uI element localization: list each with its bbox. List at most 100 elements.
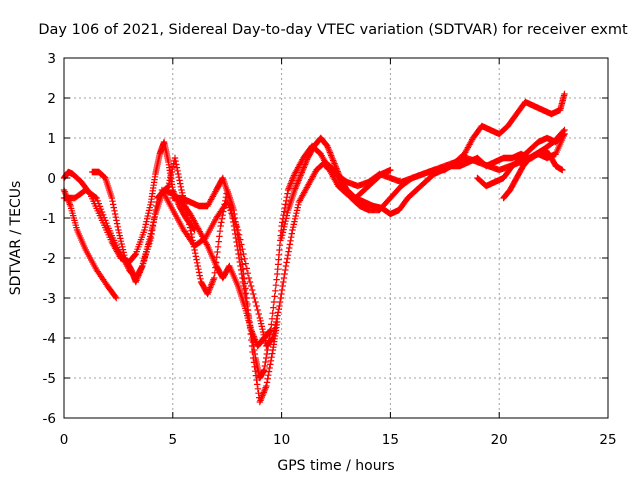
- data-point: [274, 309, 282, 316]
- data-point: [113, 220, 121, 227]
- data-point: [173, 164, 181, 171]
- data-point: [166, 177, 173, 184]
- x-tick-label: 20: [491, 432, 508, 448]
- data-point: [278, 234, 285, 242]
- x-tick-label: 0: [60, 432, 69, 448]
- data-point: [217, 222, 224, 230]
- data-point: [213, 254, 220, 261]
- data-point: [269, 310, 276, 317]
- data-point: [118, 240, 125, 248]
- data-point: [262, 358, 269, 366]
- data-point: [232, 221, 240, 228]
- data-point: [227, 207, 234, 214]
- data-point: [113, 217, 120, 224]
- data-point: [561, 130, 568, 138]
- data-point: [186, 221, 193, 228]
- data-point: [241, 290, 249, 298]
- data-point: [249, 334, 256, 342]
- data-point: [295, 201, 302, 208]
- data-point: [243, 265, 250, 272]
- y-tick-label: -5: [43, 371, 56, 387]
- data-point: [196, 272, 203, 279]
- data-point: [254, 306, 261, 314]
- data-point: [278, 286, 286, 294]
- data-point: [173, 161, 180, 168]
- data-point: [268, 354, 275, 361]
- data-point: [218, 219, 225, 226]
- data-point: [284, 209, 291, 216]
- data-point: [142, 221, 150, 228]
- data-point: [275, 306, 282, 313]
- data-point: [92, 194, 99, 201]
- data-point: [242, 294, 249, 302]
- data-point: [143, 215, 151, 222]
- data-point: [270, 304, 277, 311]
- data-point: [184, 212, 191, 219]
- data-point: [234, 226, 242, 234]
- data-point: [291, 215, 299, 222]
- data-point: [149, 222, 156, 229]
- data-point: [251, 294, 258, 302]
- data-point: [144, 212, 151, 220]
- data-point: [280, 226, 287, 233]
- data-point: [237, 262, 244, 270]
- data-point: [292, 212, 299, 220]
- data-point: [94, 197, 101, 204]
- data-point: [284, 255, 291, 262]
- data-point: [113, 294, 120, 302]
- data-point: [284, 252, 292, 259]
- data-point: [146, 204, 153, 211]
- x-tick-label: 10: [273, 432, 290, 448]
- data-point: [215, 238, 222, 245]
- data-point: [228, 210, 235, 217]
- data-point: [282, 197, 290, 204]
- data-point: [165, 182, 172, 190]
- data-point: [282, 218, 289, 225]
- data-point: [240, 282, 247, 290]
- data-point: [246, 318, 253, 326]
- data-point: [167, 174, 174, 181]
- series-5: [158, 158, 459, 350]
- data-point: [282, 262, 290, 270]
- data-point: [279, 282, 286, 290]
- y-tick-label: 1: [47, 131, 56, 147]
- data-point: [195, 269, 203, 276]
- data-point: [237, 266, 245, 274]
- data-point: [254, 385, 262, 392]
- data-point: [255, 310, 262, 318]
- data-point: [272, 282, 280, 289]
- data-point: [112, 214, 119, 221]
- data-point: [281, 270, 288, 278]
- data-point: [176, 177, 183, 184]
- data-point: [257, 317, 264, 324]
- data-point: [245, 314, 253, 322]
- data-point: [150, 219, 157, 226]
- data-point: [238, 241, 245, 248]
- data-point: [249, 338, 257, 346]
- data-point: [147, 230, 155, 237]
- data-point: [237, 236, 244, 243]
- data-point: [226, 204, 233, 211]
- data-point: [238, 270, 245, 278]
- data-point: [121, 252, 128, 259]
- data-point: [251, 350, 259, 358]
- data-point: [272, 322, 279, 329]
- data-point: [279, 232, 286, 239]
- data-point: [267, 357, 275, 364]
- data-point: [280, 274, 288, 282]
- grid: [64, 58, 608, 418]
- data-point: [249, 286, 256, 294]
- data-marks: [60, 90, 568, 406]
- data-point: [268, 321, 275, 328]
- data-point: [120, 249, 127, 256]
- data-point: [114, 223, 121, 230]
- data-point: [146, 233, 154, 240]
- data-point: [245, 274, 253, 282]
- data-point: [216, 228, 224, 235]
- data-point: [250, 346, 258, 354]
- data-point: [239, 274, 246, 282]
- series-8: [452, 90, 568, 166]
- data-point: [265, 372, 272, 379]
- data-point: [269, 335, 276, 342]
